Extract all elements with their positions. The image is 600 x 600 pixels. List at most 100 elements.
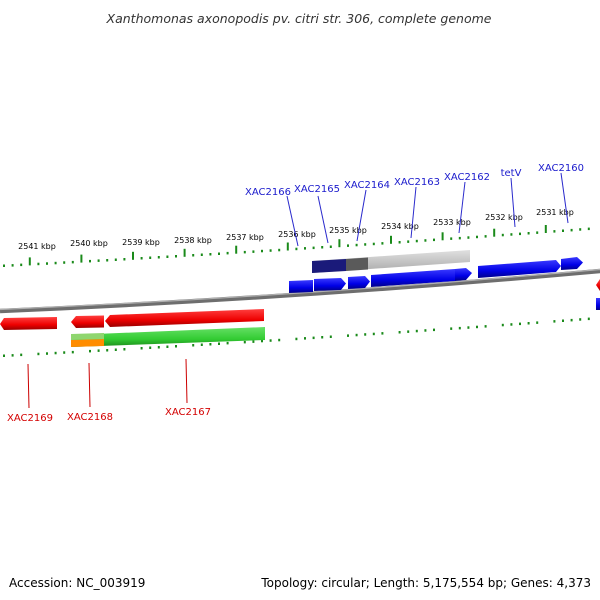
tick-label: 2541 kbp: [18, 242, 56, 251]
minor-tick: [261, 339, 263, 343]
minor-tick: [476, 325, 478, 329]
minor-tick: [579, 318, 582, 321]
gene-arrow[interactable]: [596, 279, 600, 291]
minor-tick: [63, 351, 66, 354]
gene-label[interactable]: XAC2169: [7, 413, 53, 424]
minor-tick: [467, 236, 470, 239]
minor-tick: [364, 333, 367, 336]
minor-tick: [11, 264, 14, 267]
minor-tick: [123, 258, 126, 261]
gene-arrow[interactable]: [371, 269, 460, 287]
selection-highlight-forward: [312, 250, 470, 273]
tick-label: 2539 kbp: [122, 238, 160, 247]
gene-label[interactable]: tetV: [501, 168, 522, 179]
tick-label: 2534 kbp: [381, 222, 419, 231]
gene-label[interactable]: XAC2160: [538, 163, 584, 174]
minor-tick: [106, 259, 109, 262]
tick-label: 2538 kbp: [174, 236, 212, 245]
tick-label: 2537 kbp: [226, 233, 264, 242]
minor-tick: [329, 245, 332, 248]
gene-label[interactable]: XAC2167: [165, 407, 211, 418]
reverse-gene-labels: XAC2169 XAC2168 XAC2167: [7, 358, 211, 424]
minor-tick: [458, 326, 461, 330]
minor-tick: [114, 258, 117, 261]
minor-tick: [553, 320, 556, 323]
minor-tick: [140, 257, 143, 260]
minor-tick: [278, 338, 281, 342]
minor-tick: [321, 246, 324, 249]
minor-tick: [54, 261, 57, 265]
gene-arrow[interactable]: [596, 298, 600, 310]
gene-arrow[interactable]: [455, 268, 472, 281]
minor-tick: [63, 261, 66, 264]
minor-tick: [312, 336, 315, 340]
minor-tick: [20, 353, 23, 357]
minor-tick: [209, 253, 212, 256]
major-tick: [544, 225, 547, 233]
minor-tick: [355, 333, 358, 337]
major-tick: [80, 254, 83, 263]
minor-tick: [3, 264, 5, 267]
minor-tick: [398, 331, 401, 334]
minor-tick: [166, 345, 169, 348]
gene-arrow[interactable]: [105, 309, 264, 327]
minor-tick: [372, 242, 375, 246]
minor-tick: [269, 339, 272, 342]
major-tick: [235, 245, 238, 254]
tick-label: 2531 kbp: [536, 208, 574, 217]
gene-label[interactable]: XAC2163: [394, 177, 440, 188]
minor-tick: [200, 343, 203, 346]
gene-arrow[interactable]: [561, 257, 583, 270]
minor-tick: [54, 351, 57, 355]
minor-tick: [450, 237, 453, 240]
tick-label: 2533 kbp: [433, 218, 471, 227]
minor-tick: [243, 340, 246, 344]
minor-tick: [312, 246, 315, 250]
minor-tick: [140, 347, 143, 350]
minor-tick: [415, 329, 418, 333]
gene-arrow[interactable]: [478, 260, 561, 278]
forward-gene-labels: XAC2166 XAC2165 XAC2164 XAC2163 XAC2162 …: [245, 163, 584, 247]
gene-arrow[interactable]: [0, 317, 57, 330]
minor-tick: [424, 329, 427, 332]
gene-label[interactable]: XAC2162: [444, 172, 490, 183]
minor-tick: [484, 325, 487, 328]
minor-tick: [355, 243, 358, 247]
minor-tick: [157, 256, 160, 259]
minor-tick: [123, 348, 126, 351]
gene-arrow[interactable]: [314, 278, 346, 291]
minor-tick: [587, 317, 590, 321]
gene-arrow[interactable]: [71, 315, 104, 329]
genome-summary-text: Topology: circular; Length: 5,175,554 bp…: [260, 576, 591, 590]
scale-ticks-forward: [3, 225, 590, 267]
scale-ticks-reverse: [3, 317, 590, 357]
minor-tick: [347, 334, 349, 337]
minor-tick: [570, 228, 573, 232]
minor-tick: [106, 349, 109, 352]
minor-tick: [424, 239, 427, 242]
gene-label[interactable]: XAC2166: [245, 187, 291, 198]
minor-tick: [527, 322, 530, 325]
minor-tick: [519, 322, 521, 326]
minor-tick: [433, 238, 435, 242]
minor-tick: [519, 232, 521, 236]
minor-tick: [166, 255, 169, 258]
minor-tick: [562, 319, 564, 322]
major-tick: [28, 257, 31, 266]
minor-tick: [467, 326, 470, 329]
minor-tick: [209, 343, 212, 346]
minor-tick: [157, 346, 160, 349]
gene-label[interactable]: XAC2164: [344, 180, 390, 191]
gene-label[interactable]: XAC2168: [67, 412, 113, 423]
gene-arrow[interactable]: [289, 280, 313, 293]
minor-tick: [450, 327, 453, 330]
minor-tick: [381, 242, 384, 245]
gene-arrow[interactable]: [348, 276, 370, 289]
minor-tick: [295, 337, 298, 341]
minor-tick: [570, 318, 573, 322]
minor-tick: [510, 233, 513, 236]
gene-label[interactable]: XAC2165: [294, 184, 340, 195]
minor-tick: [562, 229, 564, 232]
minor-tick: [579, 228, 582, 231]
